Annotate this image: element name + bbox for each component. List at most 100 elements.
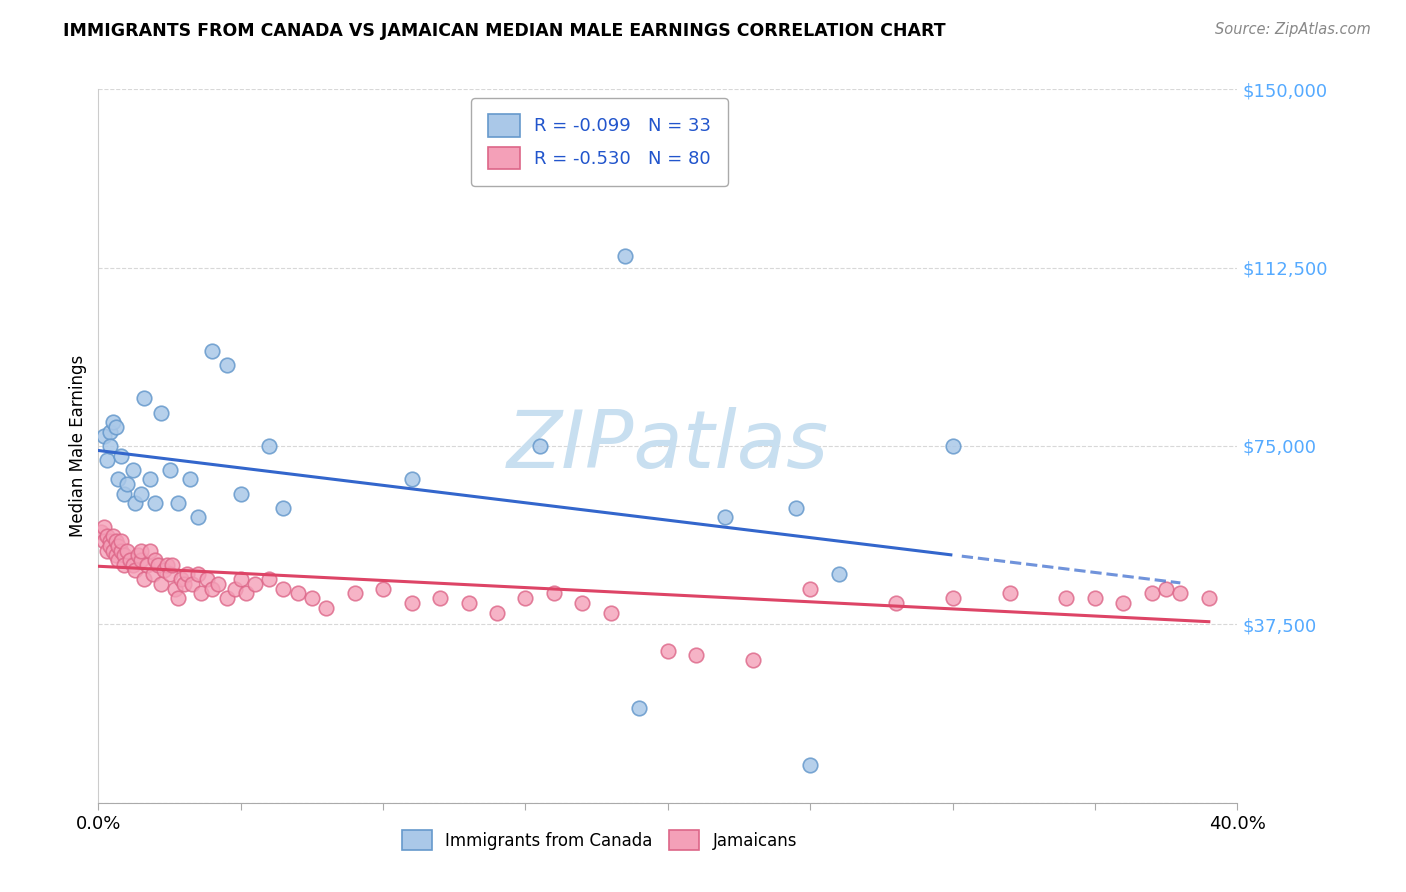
Point bbox=[543, 586, 565, 600]
Point bbox=[942, 439, 965, 453]
Point bbox=[785, 500, 807, 515]
Point bbox=[132, 572, 155, 586]
Point bbox=[187, 510, 209, 524]
Text: ZIPatlas: ZIPatlas bbox=[506, 407, 830, 485]
Point bbox=[101, 415, 124, 429]
Point bbox=[401, 472, 423, 486]
Point bbox=[998, 586, 1021, 600]
Point bbox=[110, 534, 132, 549]
Point bbox=[486, 606, 509, 620]
Point bbox=[614, 249, 637, 263]
Point bbox=[121, 558, 143, 572]
Point bbox=[110, 543, 132, 558]
Point bbox=[215, 358, 238, 372]
Point bbox=[799, 757, 821, 772]
Point bbox=[571, 596, 593, 610]
Point bbox=[190, 586, 212, 600]
Point bbox=[110, 449, 132, 463]
Point bbox=[179, 472, 201, 486]
Point bbox=[107, 539, 129, 553]
Point bbox=[828, 567, 851, 582]
Point bbox=[201, 343, 224, 358]
Point bbox=[148, 558, 170, 572]
Point bbox=[742, 653, 765, 667]
Point bbox=[799, 582, 821, 596]
Point bbox=[457, 596, 479, 610]
Point bbox=[714, 510, 737, 524]
Point bbox=[273, 582, 295, 596]
Point bbox=[1198, 591, 1220, 606]
Point bbox=[1170, 586, 1192, 600]
Point bbox=[243, 577, 266, 591]
Point bbox=[138, 472, 160, 486]
Point bbox=[121, 463, 143, 477]
Point bbox=[112, 558, 135, 572]
Point bbox=[153, 563, 176, 577]
Point bbox=[628, 700, 651, 714]
Point bbox=[187, 567, 209, 582]
Point bbox=[124, 496, 146, 510]
Point bbox=[129, 543, 152, 558]
Legend: Immigrants from Canada, Jamaicans: Immigrants from Canada, Jamaicans bbox=[394, 822, 806, 859]
Point bbox=[343, 586, 366, 600]
Point bbox=[273, 500, 295, 515]
Point bbox=[429, 591, 451, 606]
Point bbox=[159, 567, 181, 582]
Point bbox=[135, 558, 157, 572]
Point bbox=[104, 420, 127, 434]
Point bbox=[115, 543, 138, 558]
Point bbox=[141, 567, 163, 582]
Point bbox=[1154, 582, 1177, 596]
Point bbox=[165, 582, 187, 596]
Point bbox=[229, 572, 252, 586]
Point bbox=[401, 596, 423, 610]
Point bbox=[195, 572, 218, 586]
Point bbox=[96, 529, 118, 543]
Text: IMMIGRANTS FROM CANADA VS JAMAICAN MEDIAN MALE EARNINGS CORRELATION CHART: IMMIGRANTS FROM CANADA VS JAMAICAN MEDIA… bbox=[63, 22, 946, 40]
Point bbox=[529, 439, 551, 453]
Point bbox=[1084, 591, 1107, 606]
Point bbox=[515, 591, 537, 606]
Point bbox=[104, 549, 127, 563]
Point bbox=[159, 463, 181, 477]
Point bbox=[156, 558, 179, 572]
Point bbox=[176, 567, 198, 582]
Point bbox=[112, 549, 135, 563]
Point bbox=[942, 591, 965, 606]
Point bbox=[1112, 596, 1135, 610]
Point bbox=[98, 539, 121, 553]
Point bbox=[107, 472, 129, 486]
Point bbox=[215, 591, 238, 606]
Point bbox=[127, 549, 149, 563]
Point bbox=[167, 496, 190, 510]
Point bbox=[93, 534, 115, 549]
Point bbox=[229, 486, 252, 500]
Point bbox=[124, 563, 146, 577]
Point bbox=[101, 529, 124, 543]
Point bbox=[1140, 586, 1163, 600]
Point bbox=[259, 572, 281, 586]
Point bbox=[150, 406, 173, 420]
Point bbox=[129, 486, 152, 500]
Point bbox=[118, 553, 141, 567]
Point bbox=[207, 577, 229, 591]
Point bbox=[93, 520, 115, 534]
Point bbox=[170, 572, 193, 586]
Point bbox=[129, 553, 152, 567]
Point bbox=[98, 534, 121, 549]
Point bbox=[884, 596, 907, 610]
Point bbox=[162, 558, 184, 572]
Point bbox=[150, 577, 173, 591]
Point bbox=[373, 582, 395, 596]
Point bbox=[112, 486, 135, 500]
Point bbox=[145, 496, 167, 510]
Point bbox=[259, 439, 281, 453]
Point bbox=[600, 606, 623, 620]
Point bbox=[315, 600, 337, 615]
Point bbox=[96, 453, 118, 467]
Point bbox=[167, 591, 190, 606]
Point bbox=[98, 439, 121, 453]
Point bbox=[132, 392, 155, 406]
Point bbox=[181, 577, 204, 591]
Point bbox=[201, 582, 224, 596]
